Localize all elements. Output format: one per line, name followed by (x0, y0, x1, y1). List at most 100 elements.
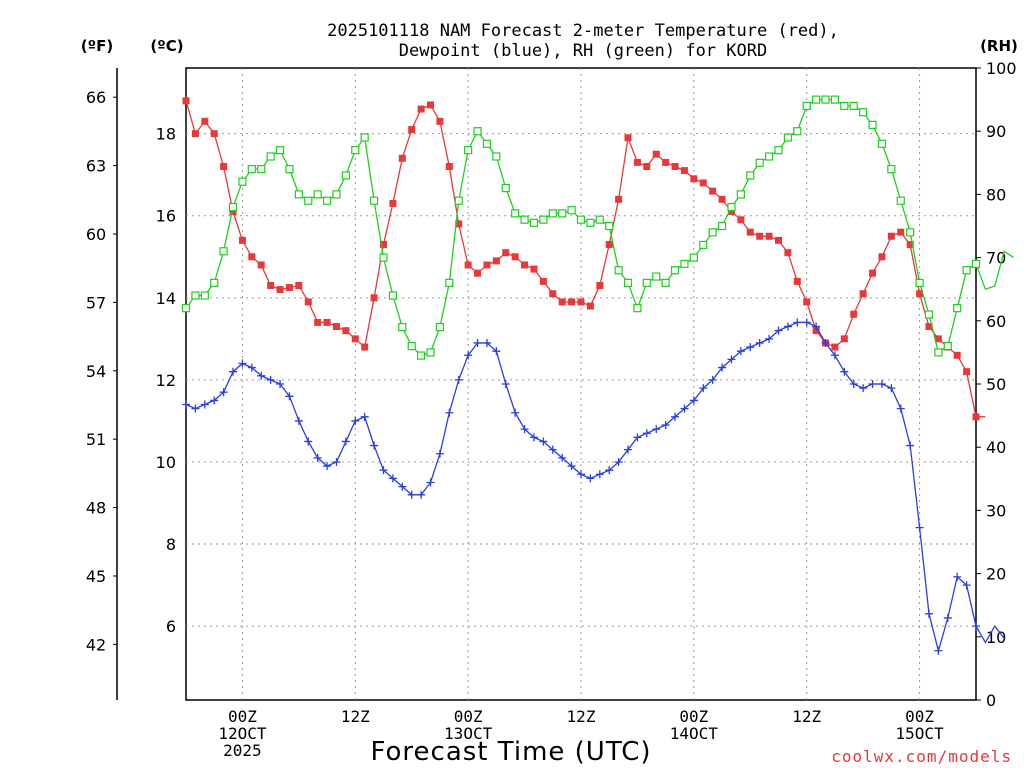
rh-point (840, 101, 849, 111)
dewpoint-point (501, 380, 510, 388)
temperature-point (709, 187, 717, 195)
temperature-point (370, 294, 378, 302)
temperature-point (210, 130, 218, 138)
temperature-point (568, 298, 576, 306)
dewpoint-point (558, 453, 567, 462)
rh-point (680, 259, 689, 269)
dewpoint-point (379, 466, 388, 475)
dewpoint-point (473, 338, 482, 347)
rh-point (228, 202, 238, 212)
temperature-point (887, 232, 895, 240)
rh-point (906, 228, 915, 237)
x-tick-label: 12Z (792, 707, 821, 726)
dewpoint-point (426, 478, 435, 487)
temperature-point (840, 335, 848, 343)
rh-point (887, 165, 896, 174)
rh-point (783, 133, 793, 142)
rh-point (313, 190, 322, 199)
rh-point (520, 215, 529, 224)
dewpoint-point (906, 441, 915, 450)
temperature-point (680, 167, 688, 175)
x-tick-label: 12Z (341, 707, 370, 726)
rh-tick-label: 30 (986, 501, 1006, 520)
temperature-point (765, 232, 773, 240)
dewpoint-point (407, 490, 416, 499)
rh-point (576, 215, 586, 224)
temperature-point (756, 232, 764, 240)
rh-point (548, 209, 557, 218)
rh-point (567, 206, 576, 215)
temperature-point (831, 343, 839, 351)
temperature-point (182, 97, 190, 105)
credit-text: coolwx.com/models (831, 747, 1012, 766)
rh-point (962, 266, 971, 275)
c-tick-label: 10 (156, 453, 176, 472)
temperature-point (380, 240, 387, 248)
dewpoint-point (755, 338, 764, 347)
x-tick-label: 2025 (223, 741, 262, 760)
f-tick-label: 51 (86, 430, 106, 449)
temperature-point (248, 253, 256, 261)
x-tick-label: 12OCT (218, 724, 267, 743)
rh-point (934, 348, 943, 357)
dewpoint-point (200, 400, 209, 409)
dewpoint-point (191, 404, 200, 413)
c-tick-label: 16 (156, 207, 176, 226)
f-tick-label: 57 (86, 293, 106, 312)
rh-point (924, 310, 934, 319)
dewpoint-point (454, 375, 463, 384)
temperature-point (314, 318, 322, 326)
rh-tick-label: 0 (986, 691, 996, 710)
dewpoint-point (736, 347, 745, 356)
rh-point (464, 146, 473, 155)
temperature-point (445, 162, 453, 170)
rh-point (689, 253, 698, 262)
rh-point (633, 304, 642, 313)
temperature-line (185, 100, 986, 418)
temperature-point (558, 298, 566, 306)
dewpoint-point (859, 384, 868, 393)
dewpoint-point (962, 581, 971, 590)
rh-point (200, 291, 209, 300)
dewpoint-point (934, 646, 943, 655)
chart-title-line2: Dewpoint (blue), RH (green) for KORD (399, 41, 767, 61)
x-tick-label: 12Z (567, 707, 596, 726)
rh-point (181, 304, 191, 313)
rh-point (849, 101, 858, 111)
rh-point (210, 278, 219, 287)
f-tick-label: 45 (86, 567, 106, 586)
dewpoint-point (313, 453, 322, 462)
temperature-point (276, 286, 284, 294)
dewpoint-line (185, 321, 1005, 654)
temperature-point (332, 323, 340, 331)
c-tick-label: 6 (166, 617, 176, 636)
rh-tick-label: 50 (986, 375, 1006, 394)
dewpoint-point (680, 404, 689, 413)
x-tick-label: 13OCT (444, 724, 493, 743)
dewpoint-point (529, 433, 538, 442)
rh-point (717, 221, 727, 231)
rh-point (219, 247, 228, 256)
c-tick-label: 12 (156, 371, 176, 390)
dewpoint-point (257, 371, 266, 380)
dewpoint-point (614, 457, 623, 466)
temperature-point (530, 265, 538, 273)
x-tick-label: 14OCT (670, 724, 719, 743)
rh-tick-label: 80 (986, 185, 1006, 204)
x-axis-title: Forecast Time (UTC) (370, 737, 651, 767)
rh-tick-label: 60 (986, 312, 1006, 331)
temperature-point (238, 236, 246, 244)
temperature-point (784, 249, 792, 257)
rh-point (670, 266, 680, 275)
rh-point (379, 253, 388, 262)
temperature-point (850, 310, 858, 318)
dewpoint-point (727, 355, 736, 364)
dewpoint-point (624, 445, 633, 454)
rh-point (454, 196, 463, 205)
x-tick-label: 15OCT (895, 724, 944, 743)
temperature-point (869, 269, 877, 277)
f-tick-label: 42 (86, 635, 106, 654)
f-tick-label: 66 (86, 88, 106, 107)
chart-title-line1: 2025101118 NAM Forecast 2-meter Temperat… (327, 21, 839, 41)
